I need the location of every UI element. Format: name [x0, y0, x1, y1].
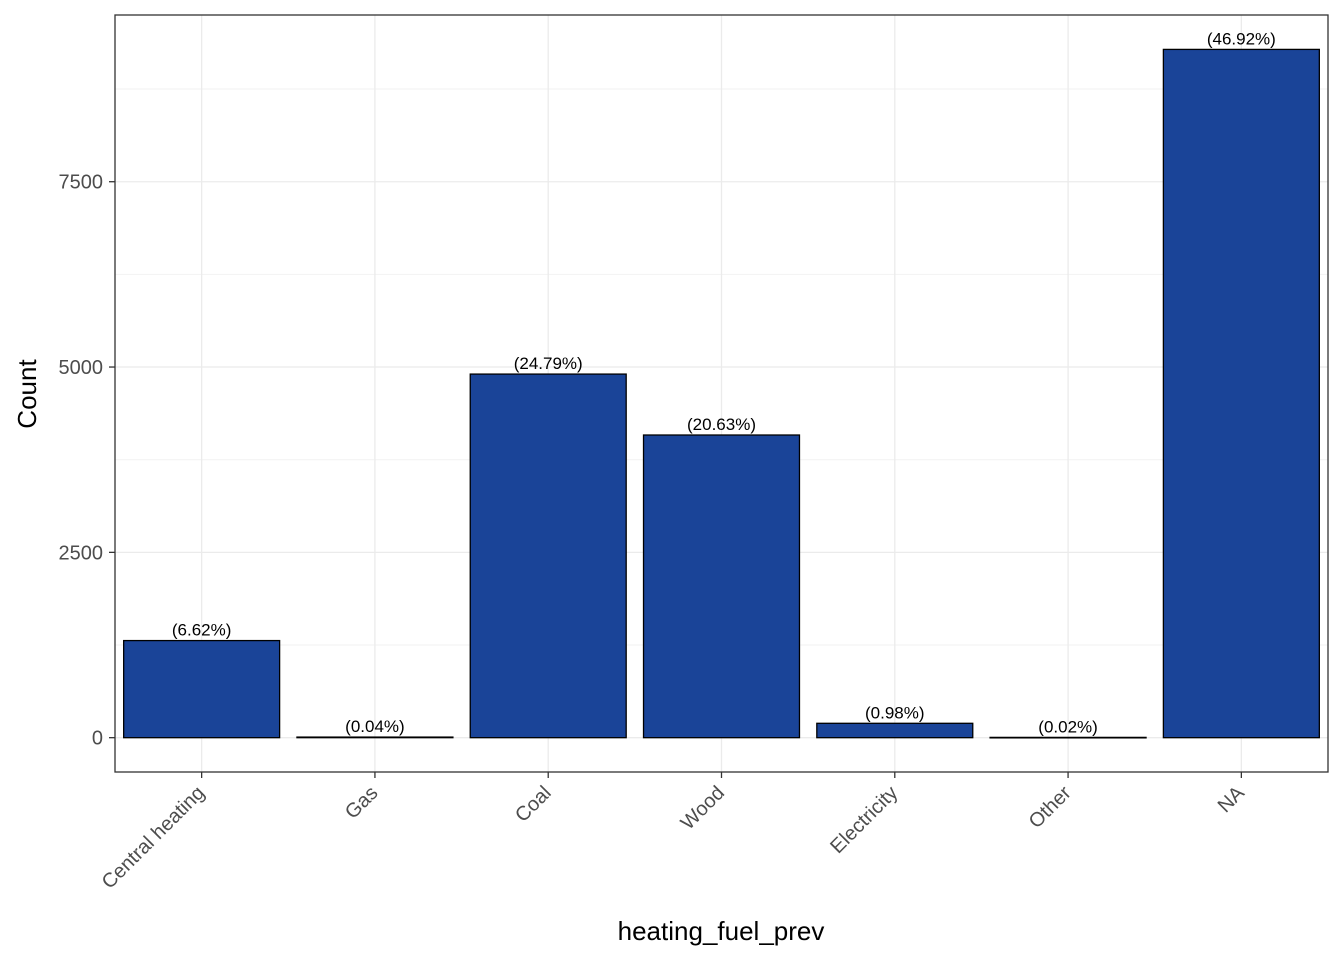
y-tick-label: 5000	[59, 357, 104, 379]
bar-coal	[469, 373, 627, 739]
x-tick-label: Coal	[511, 782, 556, 827]
x-tick-label: Wood	[677, 782, 729, 834]
x-tick-label: Central heating	[98, 782, 209, 893]
bar-central-heating	[123, 639, 281, 739]
data-label: (0.02%)	[1038, 717, 1098, 736]
x-tick-label: Gas	[341, 782, 382, 823]
x-axis-title: heating_fuel_prev	[618, 916, 825, 946]
x-tick-label: NA	[1214, 782, 1250, 818]
bar-na	[1162, 48, 1320, 739]
y-axis-title: Count	[12, 359, 42, 429]
y-tick-label: 0	[92, 728, 103, 750]
x-tick-label: Electricity	[826, 782, 902, 858]
x-tick-label: Other	[1025, 782, 1076, 833]
bar-gas	[296, 736, 454, 739]
data-label: (24.79%)	[514, 354, 583, 373]
bar-electricity	[816, 722, 974, 739]
data-labels: (6.62%) (0.04%) (24.79%) (20.63%) (0.98%) (0.…	[172, 29, 1276, 736]
data-label: (0.98%)	[865, 703, 925, 722]
bars	[123, 48, 1320, 739]
y-tick-label: 2500	[59, 542, 104, 564]
y-tick-label: 7500	[59, 172, 104, 194]
bar-wood	[642, 434, 801, 739]
data-label: (0.04%)	[345, 717, 405, 736]
bar-other	[989, 736, 1147, 739]
data-label: (20.63%)	[687, 415, 756, 434]
data-label: (6.62%)	[172, 621, 232, 640]
data-label: (46.92%)	[1207, 29, 1276, 48]
